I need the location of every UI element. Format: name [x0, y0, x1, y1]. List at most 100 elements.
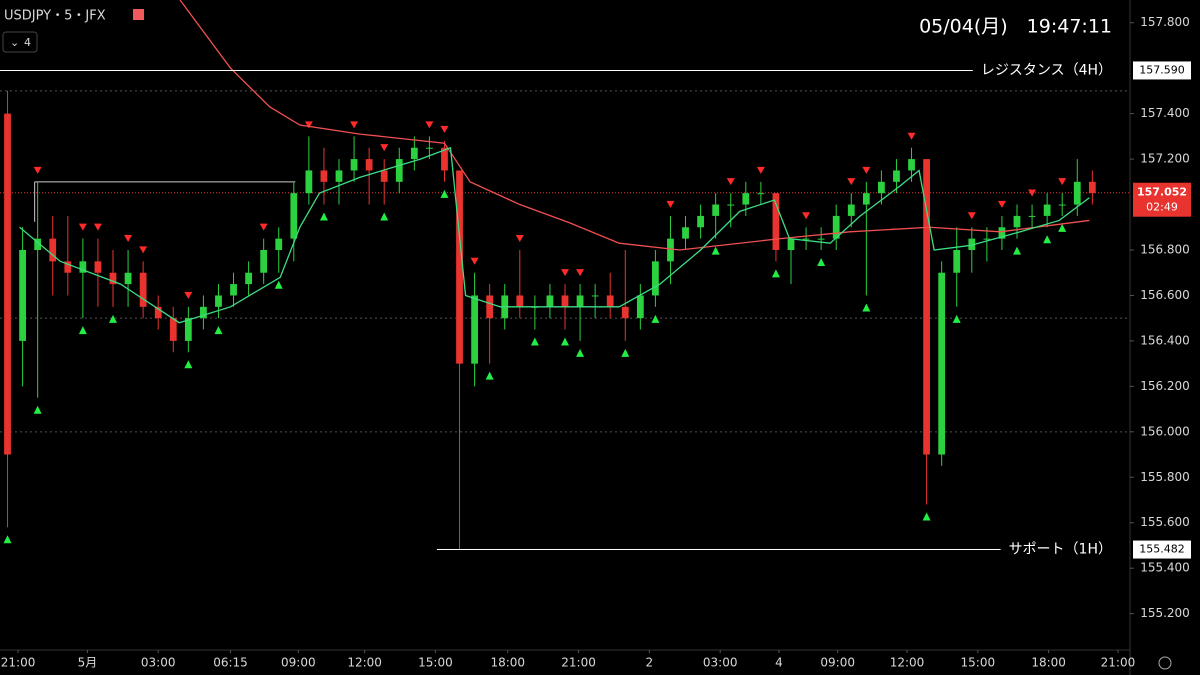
sell-marker	[967, 212, 976, 220]
candle-body	[908, 159, 915, 171]
sell-marker	[997, 200, 1006, 208]
x-tick-label: 09:00	[820, 656, 855, 670]
candle-body	[712, 204, 720, 216]
buy-marker	[530, 337, 539, 346]
candle-body	[335, 170, 343, 182]
current-price-box	[1133, 182, 1191, 217]
candle-body	[1088, 181, 1096, 194]
buy-marker	[561, 337, 569, 346]
candle-body	[757, 193, 765, 195]
x-tick-label: 12:00	[890, 656, 925, 670]
candle-body	[727, 204, 735, 206]
x-tick-label: 18:00	[1031, 656, 1066, 670]
buy-marker	[1043, 235, 1052, 244]
candle-body	[742, 193, 750, 205]
countdown: 02:49	[1146, 201, 1178, 214]
candle-body	[471, 295, 478, 364]
candle-body	[787, 238, 795, 250]
candle-body	[561, 295, 569, 307]
candle-body	[486, 295, 494, 319]
buy-marker	[862, 303, 871, 312]
x-tick-label: 18:00	[490, 656, 525, 670]
symbol-title: USDJPY・5・JFX	[4, 9, 106, 24]
sell-marker	[350, 121, 359, 129]
sell-marker	[666, 200, 675, 208]
sell-marker	[440, 125, 449, 133]
sell-marker	[576, 269, 585, 277]
sell-marker	[1028, 189, 1037, 197]
candle-body	[832, 215, 840, 239]
candle-body	[606, 295, 614, 307]
candle-body	[410, 147, 418, 160]
buy-marker	[274, 280, 283, 289]
candle-body	[260, 250, 268, 273]
candle-body	[983, 238, 991, 240]
sell-marker	[33, 166, 42, 174]
sell-marker	[1058, 178, 1067, 186]
buy-marker	[711, 246, 720, 255]
x-tick-label: 06:15	[213, 656, 248, 670]
buy-marker	[440, 189, 449, 198]
x-tick-label: 21:00	[1101, 656, 1136, 670]
candle-body	[64, 261, 72, 273]
level-label: レジスタンス（4H）	[981, 62, 1112, 78]
candle-body	[275, 238, 283, 250]
level-label: サポート（1H）	[1009, 542, 1112, 558]
y-tick-label: 157.200	[1140, 152, 1190, 166]
level-price-box	[1133, 540, 1191, 559]
candle-body	[998, 227, 1006, 239]
buy-marker	[817, 258, 826, 266]
candle-body	[305, 170, 313, 194]
candle-body	[441, 147, 448, 171]
candle-body	[34, 238, 42, 250]
buy-marker	[380, 212, 389, 221]
sell-marker	[726, 178, 735, 186]
candle-body	[923, 159, 930, 455]
sell-marker	[124, 235, 133, 242]
sell-marker	[139, 246, 148, 254]
sell-marker	[802, 212, 811, 220]
buy-marker	[3, 535, 12, 544]
candle-body	[576, 295, 584, 307]
x-tick-label: 21:00	[1, 656, 36, 670]
x-tick-label: 2	[646, 656, 654, 670]
indicator-count: 4	[24, 36, 31, 49]
candle-body	[682, 227, 689, 239]
candle-body	[1073, 181, 1081, 205]
candle-body	[591, 295, 599, 297]
level-price: 155.482	[1139, 543, 1185, 556]
x-tick-label: 15:00	[418, 656, 453, 670]
x-tick-label: 03:00	[703, 656, 738, 670]
candle-body	[697, 215, 704, 228]
buy-marker	[771, 269, 780, 278]
buy-marker	[651, 314, 660, 323]
indicator-toggle[interactable]	[2, 31, 38, 53]
indicator-line	[179, 0, 1090, 251]
candle-body	[621, 306, 629, 319]
buy-marker	[184, 360, 193, 369]
y-tick-label: 155.800	[1140, 470, 1190, 484]
sell-marker	[756, 166, 765, 174]
candle-body	[546, 295, 554, 307]
sell-marker	[184, 291, 193, 299]
candle-body	[456, 170, 463, 364]
candle-body	[49, 238, 57, 262]
candle-body	[862, 193, 870, 205]
candle-body	[154, 306, 162, 319]
candle-body	[938, 272, 946, 455]
y-tick-label: 155.400	[1140, 561, 1190, 575]
candle-body	[426, 147, 433, 149]
plot-area	[0, 0, 1130, 550]
candle-body	[215, 295, 222, 307]
buy-marker	[319, 212, 328, 221]
y-tick-label: 155.600	[1140, 515, 1190, 529]
flag-icon[interactable]	[133, 9, 144, 20]
level-price: 157.590	[1139, 63, 1185, 76]
candle-body	[652, 261, 659, 296]
candle-body	[94, 261, 102, 273]
settings-icon[interactable]	[1158, 656, 1172, 670]
candle-body	[79, 261, 87, 273]
candle-body	[290, 193, 298, 239]
candle-body	[1058, 204, 1066, 206]
